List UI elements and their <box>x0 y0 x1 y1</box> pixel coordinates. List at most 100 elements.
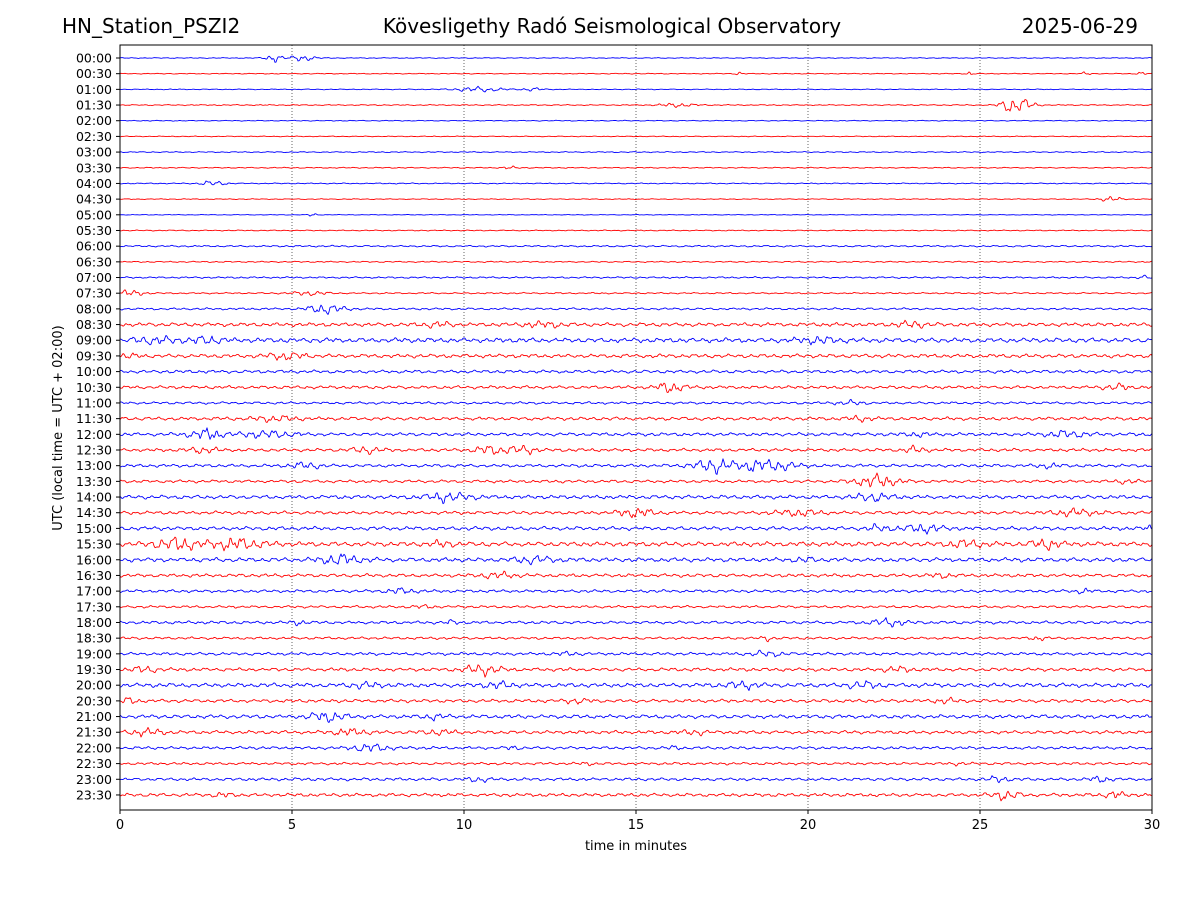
y-tick-label: 16:00 <box>76 552 112 567</box>
y-tick-label: 00:00 <box>76 51 112 66</box>
y-tick-label: 12:00 <box>76 427 112 442</box>
y-tick-label: 17:00 <box>76 584 112 599</box>
x-tick-label: 20 <box>800 818 817 833</box>
trace-0500 <box>119 213 1153 217</box>
trace-1700 <box>119 587 1153 595</box>
trace-1830 <box>119 635 1153 643</box>
trace-0800 <box>119 304 1153 315</box>
trace-1430 <box>119 507 1153 519</box>
trace-0100 <box>119 85 1153 93</box>
y-tick-label: 20:00 <box>76 678 112 693</box>
y-tick-label: 18:30 <box>76 631 112 646</box>
date-title: 2025-06-29 <box>1021 14 1138 38</box>
seismic-traces <box>119 55 1153 802</box>
y-tick-label: 00:30 <box>76 66 112 81</box>
trace-0430 <box>119 196 1153 202</box>
trace-1500 <box>119 523 1153 535</box>
y-axis: 00:0000:3001:0001:3002:0002:3003:0003:30… <box>76 51 120 802</box>
trace-1230 <box>119 444 1153 456</box>
y-tick-label: 15:00 <box>76 521 112 536</box>
y-tick-label: 07:00 <box>76 270 112 285</box>
y-tick-label: 06:00 <box>76 239 112 254</box>
y-tick-label: 21:00 <box>76 709 112 724</box>
y-tick-label: 19:30 <box>76 662 112 677</box>
y-tick-label: 19:00 <box>76 646 112 661</box>
y-tick-label: 10:00 <box>76 364 112 379</box>
y-tick-label: 13:30 <box>76 474 112 489</box>
y-tick-label: 09:00 <box>76 333 112 348</box>
y-tick-label: 06:30 <box>76 254 112 269</box>
y-tick-label: 02:00 <box>76 113 112 128</box>
trace-0930 <box>119 352 1153 361</box>
trace-2330 <box>119 790 1153 802</box>
trace-0630 <box>119 260 1153 264</box>
trace-1300 <box>119 458 1153 475</box>
trace-1200 <box>119 427 1153 440</box>
trace-1130 <box>119 414 1153 423</box>
y-tick-label: 14:00 <box>76 490 112 505</box>
trace-0730 <box>119 289 1153 297</box>
trace-1800 <box>119 617 1153 628</box>
x-tick-label: 25 <box>972 818 989 833</box>
trace-2130 <box>119 727 1153 738</box>
y-tick-label: 09:30 <box>76 348 112 363</box>
y-tick-label: 10:30 <box>76 380 112 395</box>
y-tick-label: 02:30 <box>76 129 112 144</box>
y-tick-label: 22:00 <box>76 740 112 755</box>
trace-2200 <box>119 743 1153 752</box>
trace-0030 <box>119 71 1153 76</box>
y-tick-label: 11:00 <box>76 395 112 410</box>
observatory-title: Kövesligethy Radó Seismological Observat… <box>382 14 842 38</box>
trace-1730 <box>119 604 1153 609</box>
trace-2000 <box>120 680 1153 691</box>
y-tick-label: 11:30 <box>76 411 112 426</box>
trace-2030 <box>119 696 1153 705</box>
trace-2230 <box>119 761 1153 767</box>
y-tick-label: 23:30 <box>76 787 112 802</box>
y-axis-label: UTC (local time = UTC + 02:00) <box>51 325 66 530</box>
trace-1630 <box>119 570 1153 580</box>
trace-0200 <box>119 119 1153 122</box>
trace-1400 <box>119 491 1153 505</box>
y-tick-label: 21:30 <box>76 725 112 740</box>
y-tick-label: 14:30 <box>76 505 112 520</box>
trace-1530 <box>119 536 1153 552</box>
trace-1900 <box>119 649 1153 658</box>
y-tick-label: 01:30 <box>76 98 112 113</box>
y-tick-label: 17:30 <box>76 599 112 614</box>
trace-0530 <box>119 229 1153 232</box>
trace-1030 <box>119 382 1153 393</box>
trace-0600 <box>119 244 1153 248</box>
trace-1930 <box>119 664 1153 678</box>
trace-1100 <box>119 398 1153 406</box>
y-tick-label: 01:00 <box>76 82 112 97</box>
y-tick-label: 13:00 <box>76 458 112 473</box>
y-tick-label: 04:30 <box>76 192 112 207</box>
y-tick-label: 18:00 <box>76 615 112 630</box>
trace-0130 <box>119 99 1153 112</box>
x-axis-label: time in minutes <box>585 839 687 854</box>
y-tick-label: 23:00 <box>76 772 112 787</box>
trace-0230 <box>119 135 1153 138</box>
x-tick-label: 5 <box>288 818 296 833</box>
y-tick-label: 03:30 <box>76 160 112 175</box>
trace-0900 <box>119 335 1153 346</box>
trace-0300 <box>119 151 1153 154</box>
vertical-grid <box>291 45 981 810</box>
y-tick-label: 12:30 <box>76 443 112 458</box>
trace-0700 <box>119 274 1153 280</box>
y-tick-label: 08:30 <box>76 317 112 332</box>
y-tick-label: 08:00 <box>76 301 112 316</box>
x-tick-label: 0 <box>116 818 124 833</box>
y-tick-label: 07:30 <box>76 286 112 301</box>
y-tick-label: 03:00 <box>76 145 112 160</box>
trace-0000 <box>119 55 1153 63</box>
x-tick-label: 30 <box>1144 818 1161 833</box>
x-axis: 0 5 10 15 20 25 30 <box>116 810 1160 833</box>
y-tick-label: 05:00 <box>76 207 112 222</box>
y-tick-label: 16:30 <box>76 568 112 583</box>
y-tick-label: 05:30 <box>76 223 112 238</box>
trace-1330 <box>119 472 1153 488</box>
trace-2300 <box>119 775 1153 784</box>
